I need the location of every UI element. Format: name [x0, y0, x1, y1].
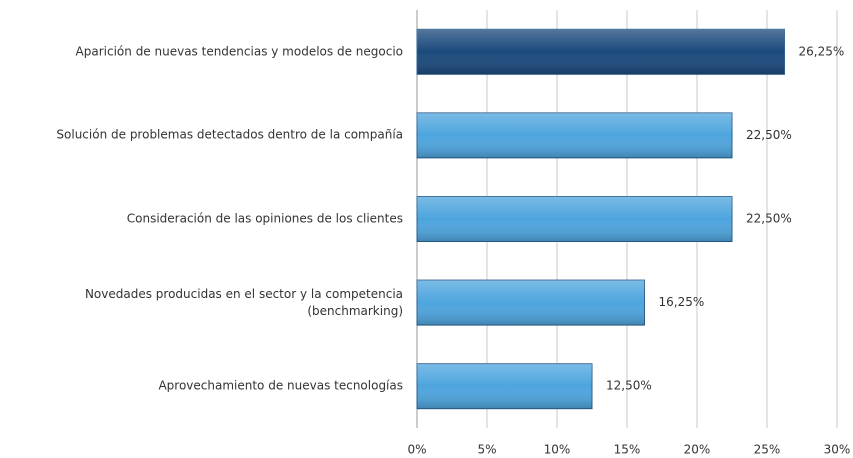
category-label: Consideración de las opiniones de los cl… — [126, 211, 403, 226]
bar-shade — [417, 29, 785, 75]
category-label: Aprovechamiento de nuevas tecnologías — [158, 378, 403, 393]
category-label: Aparición de nuevas tendencias y modelos… — [75, 44, 403, 59]
x-tick-label: 10% — [544, 443, 571, 457]
bar-shade — [417, 196, 732, 242]
value-label: 12,50% — [606, 379, 652, 393]
x-tick-label: 25% — [754, 443, 781, 457]
value-label: 16,25% — [659, 295, 705, 309]
x-tick-label: 20% — [684, 443, 711, 457]
x-tick-label: 30% — [824, 443, 851, 457]
category-label: Novedades producidas en el sector y la c… — [84, 286, 403, 318]
category-label: Solución de problemas detectados dentro … — [56, 127, 403, 142]
value-label: 22,50% — [746, 212, 792, 226]
bar-shade — [417, 280, 645, 326]
x-tick-label: 15% — [614, 443, 641, 457]
bar-shade — [417, 363, 592, 409]
bar-shade — [417, 112, 732, 158]
value-label: 26,25% — [799, 44, 845, 58]
value-label: 22,50% — [746, 128, 792, 142]
x-tick-label: 0% — [407, 443, 426, 457]
x-tick-label: 5% — [477, 443, 496, 457]
